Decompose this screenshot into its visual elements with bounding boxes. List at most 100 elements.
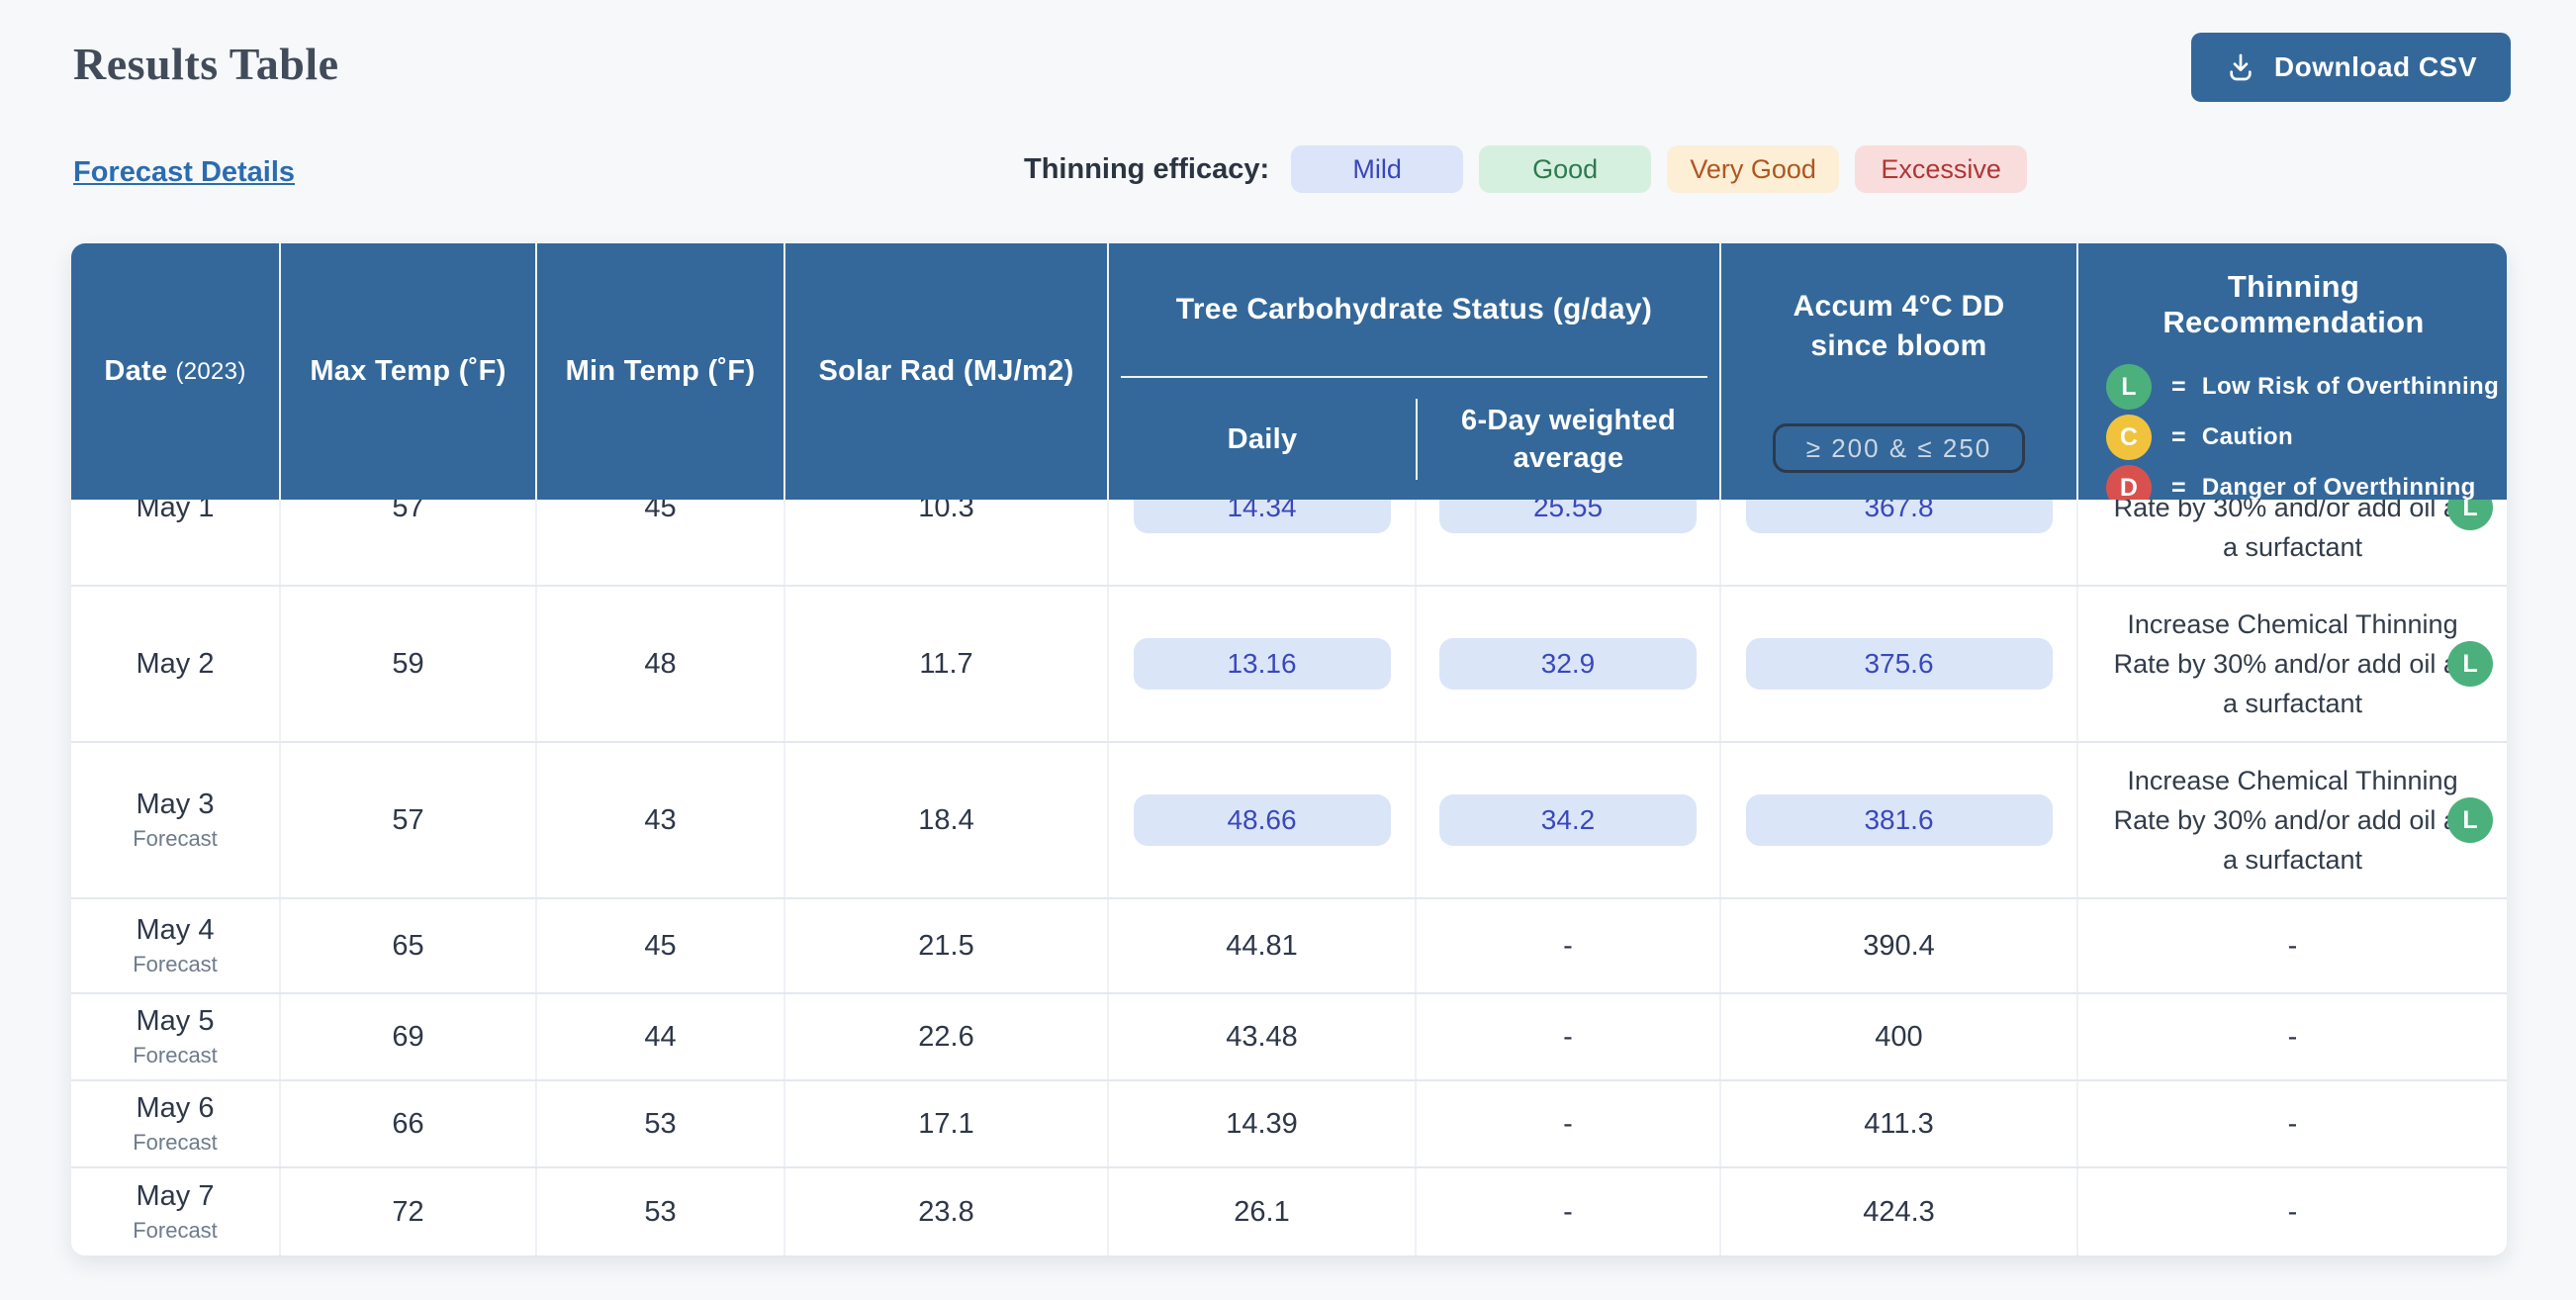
- date-value: May 3: [137, 789, 215, 821]
- forecast-sublabel: Forecast: [133, 1130, 218, 1156]
- page-title: Results Table: [73, 38, 339, 90]
- recommendation-text: Increase Chemical Thinning Rate by 30% a…: [2109, 604, 2477, 723]
- cell-carb-daily: 26.1: [1109, 1168, 1417, 1255]
- cell-max-temp: 65: [281, 899, 537, 992]
- cell-carb-daily: 14.39: [1109, 1081, 1417, 1166]
- table-row: May 3Forecast574318.448.6634.2381.6Incre…: [71, 743, 2507, 899]
- header-accum-dd: Accum 4°C DD since bloom ≥ 200 & ≤ 250: [1721, 243, 2078, 500]
- cell-recommendation: Increase Chemical Thinning Rate by 30% a…: [2078, 587, 2507, 741]
- header-min-temp: Min Temp (˚F): [537, 243, 785, 500]
- date-value: May 6: [137, 1092, 215, 1125]
- cell-solar-rad: 23.8: [785, 1168, 1109, 1255]
- cell-carb-weighted-pill: 25.55: [1439, 500, 1697, 533]
- cell-carb-weighted: 25.55: [1417, 500, 1721, 585]
- rec-legend-text: Caution: [2202, 423, 2293, 451]
- table-row: May 2594811.713.1632.9375.6Increase Chem…: [71, 587, 2507, 743]
- date-value: May 1: [137, 500, 215, 524]
- table-row: May 5Forecast694422.643.48-400-: [71, 994, 2507, 1081]
- header-accum-dd-line1: Accum 4°C DD: [1794, 287, 2005, 326]
- rec-legend-text: Low Risk of Overthinning: [2202, 373, 2499, 401]
- date-value: May 7: [137, 1180, 215, 1213]
- forecast-sublabel: Forecast: [133, 1218, 218, 1244]
- efficacy-chip-mild: Mild: [1291, 145, 1463, 193]
- header-date-year: (2023): [175, 358, 245, 386]
- date-value: May 5: [137, 1005, 215, 1038]
- header-accum-dd-line2: since bloom: [1810, 326, 1986, 366]
- cell-recommendation: Increase Chemical Thinning Rate by 30% a…: [2078, 743, 2507, 897]
- thinning-efficacy-label: Thinning efficacy:: [1024, 153, 1269, 186]
- cell-carb-daily: 14.34: [1109, 500, 1417, 585]
- header-thinning-recommendation: Thinning Recommendation L = Low Risk of Ov…: [2078, 243, 2507, 500]
- cell-solar-rad: 10.3: [785, 500, 1109, 585]
- cell-carb-daily-pill: 14.34: [1134, 500, 1391, 533]
- date-value: May 2: [137, 648, 215, 681]
- forecast-sublabel: Forecast: [133, 826, 218, 852]
- table-row: May 6Forecast665317.114.39-411.3-: [71, 1081, 2507, 1168]
- cell-carb-weighted: 32.9: [1417, 587, 1721, 741]
- cell-min-temp: 53: [537, 1081, 785, 1166]
- dd-target-range: ≥ 200 & ≤ 250: [1773, 423, 2025, 473]
- header-recommendation-title: Thinning Recommendation: [2106, 269, 2507, 340]
- cell-recommendation: -: [2078, 994, 2507, 1079]
- cell-accum-dd: 424.3: [1721, 1168, 2078, 1255]
- cell-recommendation: Increase Chemical Thinning Rate by 30% a…: [2078, 500, 2507, 585]
- cell-carb-weighted-pill: 34.2: [1439, 794, 1697, 846]
- cell-accum-dd: 375.6: [1721, 587, 2078, 741]
- header-solar-rad: Solar Rad (MJ/m2): [785, 243, 1109, 500]
- table-body: May 1574510.314.3425.55367.8Increase Che…: [71, 500, 2507, 1255]
- header-date-label: Date: [104, 355, 167, 388]
- header-max-temp: Max Temp (˚F): [281, 243, 537, 500]
- rec-legend-badge-c: C: [2106, 415, 2152, 460]
- table-row: May 7Forecast725323.826.1-424.3-: [71, 1168, 2507, 1255]
- efficacy-chip-good: Good: [1479, 145, 1651, 193]
- cell-solar-rad: 18.4: [785, 743, 1109, 897]
- cell-carb-weighted: -: [1417, 899, 1721, 992]
- download-icon: [2225, 51, 2256, 83]
- cell-date: May 2: [71, 587, 281, 741]
- cell-recommendation: -: [2078, 1081, 2507, 1166]
- efficacy-chip-excessive: Excessive: [1855, 145, 2027, 193]
- cell-accum-dd-pill: 375.6: [1746, 638, 2053, 690]
- header-carbohydrate-title: Tree Carbohydrate Status (g/day): [1109, 243, 1719, 376]
- cell-max-temp: 66: [281, 1081, 537, 1166]
- cell-accum-dd: 400: [1721, 994, 2078, 1079]
- cell-date: May 5 Forecast: [71, 994, 281, 1079]
- rec-legend-l: L = Low Risk of Overthinning: [2106, 364, 2499, 410]
- cell-accum-dd: 411.3: [1721, 1081, 2078, 1166]
- cell-accum-dd: 390.4: [1721, 899, 2078, 992]
- header-carbohydrate-group: Tree Carbohydrate Status (g/day) Daily 6…: [1109, 243, 1721, 500]
- cell-max-temp: 72: [281, 1168, 537, 1255]
- rec-legend-equals: =: [2171, 373, 2186, 402]
- cell-carb-weighted: -: [1417, 1081, 1721, 1166]
- rec-legend-badge-l: L: [2106, 364, 2152, 410]
- cell-recommendation: -: [2078, 899, 2507, 992]
- forecast-sublabel: Forecast: [133, 1043, 218, 1068]
- cell-carb-daily-pill: 13.16: [1134, 638, 1391, 690]
- rec-legend-badge-d: D: [2106, 465, 2152, 500]
- table-row: May 4Forecast654521.544.81-390.4-: [71, 899, 2507, 994]
- cell-solar-rad: 22.6: [785, 994, 1109, 1079]
- risk-badge-l: L: [2447, 641, 2493, 687]
- cell-max-temp: 59: [281, 587, 537, 741]
- rec-legend-text: Danger of Overthinning: [2202, 474, 2476, 500]
- cell-carb-daily: 43.48: [1109, 994, 1417, 1079]
- cell-carb-weighted: -: [1417, 1168, 1721, 1255]
- cell-min-temp: 53: [537, 1168, 785, 1255]
- risk-badge-l: L: [2447, 797, 2493, 843]
- cell-date: May 1: [71, 500, 281, 585]
- table-row: May 1574510.314.3425.55367.8Increase Che…: [71, 500, 2507, 587]
- download-csv-button[interactable]: Download CSV: [2191, 33, 2511, 102]
- cell-min-temp: 44: [537, 994, 785, 1079]
- forecast-details-link[interactable]: Forecast Details: [73, 156, 295, 189]
- efficacy-chip-very-good: Very Good: [1667, 145, 1839, 193]
- cell-carb-daily: 44.81: [1109, 899, 1417, 992]
- rec-legend-equals: =: [2171, 474, 2186, 501]
- cell-solar-rad: 17.1: [785, 1081, 1109, 1166]
- rec-legend-c: C = Caution: [2106, 415, 2293, 460]
- cell-carb-daily: 48.66: [1109, 743, 1417, 897]
- cell-carb-weighted-pill: 32.9: [1439, 638, 1697, 690]
- header-daily: Daily: [1109, 378, 1416, 500]
- thinning-efficacy-legend: Thinning efficacy: Mild Good Very Good Exce…: [1024, 145, 2027, 193]
- rec-legend-equals: =: [2171, 423, 2186, 452]
- header-weighted-average: 6-Day weighted average: [1418, 378, 1719, 500]
